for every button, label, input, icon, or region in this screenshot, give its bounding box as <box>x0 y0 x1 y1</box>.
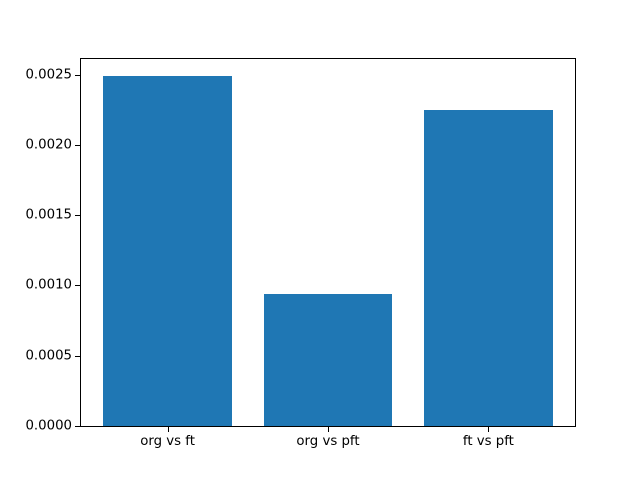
y-tick-mark <box>75 144 80 146</box>
x-tick-label: org vs pft <box>296 434 360 449</box>
bar <box>424 109 553 426</box>
x-tick-mark <box>328 427 329 432</box>
y-tick-label: 0.0005 <box>25 348 72 364</box>
plot-area: org vs ft org vs pft ft vs pft 0.0000 0.0005… <box>25 57 576 448</box>
y-tick-mark <box>75 426 80 427</box>
y-tick-label: 0.0000 <box>25 418 72 434</box>
y-tick-label: 0.0020 <box>25 137 72 153</box>
bar <box>263 293 393 426</box>
x-tick-label: ft vs pft <box>462 434 514 449</box>
y-tick-label: 0.0025 <box>25 67 72 83</box>
plot-area-inner: org vs ft org vs pft ft vs pft 0.0000 0.0005… <box>25 59 575 448</box>
x-tick-label: org vs ft <box>140 434 195 449</box>
y-tick-mark <box>75 355 80 357</box>
x-tick-mark <box>167 427 169 432</box>
y-tick-mark <box>75 74 80 76</box>
y-tick-mark <box>75 285 80 287</box>
y-tick-mark <box>75 215 80 217</box>
y-tick-label: 0.0015 <box>25 207 72 223</box>
y-tick-label: 0.0010 <box>25 277 72 293</box>
bar <box>103 76 232 426</box>
x-tick-mark <box>488 427 490 432</box>
